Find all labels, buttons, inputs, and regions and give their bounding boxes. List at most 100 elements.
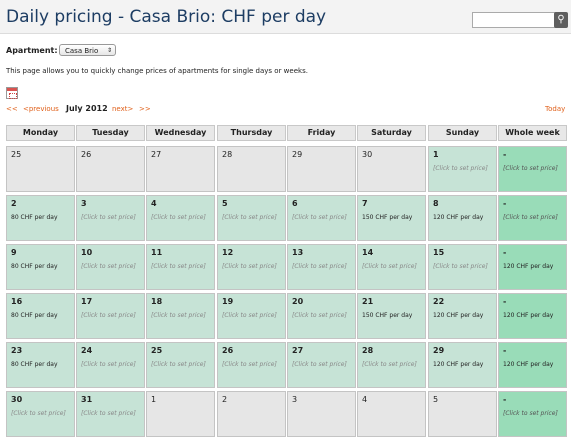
set-price-link[interactable]: [Click to set price] bbox=[151, 312, 206, 319]
set-price-link[interactable]: [Click to set price] bbox=[151, 361, 206, 368]
day-number: 24 bbox=[81, 346, 93, 355]
day-cell[interactable]: 15 [Click to set price] bbox=[428, 244, 497, 290]
header-monday: Monday bbox=[6, 125, 75, 141]
day-cell[interactable]: 28 [Click to set price] bbox=[357, 342, 426, 388]
set-price-link[interactable]: [Click to set price] bbox=[81, 361, 136, 368]
price-value[interactable]: 120 CHF per day bbox=[433, 312, 484, 319]
price-value[interactable]: 150 CHF per day bbox=[362, 312, 413, 319]
price-value[interactable]: 150 CHF per day bbox=[362, 214, 413, 221]
day-number: 31 bbox=[81, 395, 93, 404]
set-price-link[interactable]: [Click to set price] bbox=[151, 214, 206, 221]
day-cell[interactable]: 5 [Click to set price] bbox=[217, 195, 286, 241]
previous-month-link[interactable]: <previous bbox=[23, 105, 59, 113]
search-icon: ⚲ bbox=[557, 14, 565, 25]
day-cell[interactable]: 7 150 CHF per day bbox=[357, 195, 426, 241]
last-month-link[interactable]: >> bbox=[139, 105, 151, 113]
day-cell[interactable]: 26 [Click to set price] bbox=[217, 342, 286, 388]
day-cell[interactable]: 3 [Click to set price] bbox=[76, 195, 145, 241]
header-thursday: Thursday bbox=[217, 125, 286, 141]
day-cell[interactable]: 2 80 CHF per day bbox=[6, 195, 75, 241]
set-price-link[interactable]: [Click to set price] bbox=[292, 312, 347, 319]
day-cell[interactable]: 17 [Click to set price] bbox=[76, 293, 145, 339]
week-cell[interactable]: - 120 CHF per day bbox=[498, 244, 567, 290]
set-price-link[interactable]: [Click to set price] bbox=[222, 214, 277, 221]
day-cell[interactable]: 8 120 CHF per day bbox=[428, 195, 497, 241]
set-price-link[interactable]: [Click to set price] bbox=[433, 165, 488, 172]
set-price-link[interactable]: [Click to set price] bbox=[81, 263, 136, 270]
week-cell[interactable]: - [Click to set price] bbox=[498, 391, 567, 437]
search-input[interactable] bbox=[472, 12, 558, 28]
today-link[interactable]: Today bbox=[545, 105, 566, 113]
week-cell[interactable]: - [Click to set price] bbox=[498, 195, 567, 241]
set-price-link[interactable]: [Click to set price] bbox=[222, 263, 277, 270]
day-cell[interactable]: 25 [Click to set price] bbox=[146, 342, 215, 388]
price-value[interactable]: 80 CHF per day bbox=[11, 214, 58, 221]
day-number: 4 bbox=[362, 395, 368, 404]
day-cell[interactable]: 16 80 CHF per day bbox=[6, 293, 75, 339]
week-cell[interactable]: - 120 CHF per day bbox=[498, 293, 567, 339]
price-value[interactable]: 120 CHF per day bbox=[503, 361, 554, 368]
updown-arrow-icon: ⇕ bbox=[106, 47, 112, 54]
day-cell[interactable]: 22 120 CHF per day bbox=[428, 293, 497, 339]
day-cell[interactable]: 1 [Click to set price] bbox=[428, 146, 497, 192]
day-number: 2 bbox=[222, 395, 228, 404]
set-price-link[interactable]: [Click to set price] bbox=[222, 312, 277, 319]
calendar-icon[interactable] bbox=[6, 87, 18, 99]
day-cell[interactable]: 29 120 CHF per day bbox=[428, 342, 497, 388]
day-cell[interactable]: 14 [Click to set price] bbox=[357, 244, 426, 290]
price-value[interactable]: 80 CHF per day bbox=[11, 361, 58, 368]
day-cell[interactable]: 4 [Click to set price] bbox=[146, 195, 215, 241]
day-cell[interactable]: 24 [Click to set price] bbox=[76, 342, 145, 388]
day-number: 30 bbox=[362, 150, 373, 159]
day-cell[interactable]: 12 [Click to set price] bbox=[217, 244, 286, 290]
day-cell[interactable]: 11 [Click to set price] bbox=[146, 244, 215, 290]
set-price-link[interactable]: [Click to set price] bbox=[292, 214, 347, 221]
apartment-select[interactable]: Casa Brio ⇕ bbox=[59, 44, 116, 56]
day-cell[interactable]: 10 [Click to set price] bbox=[76, 244, 145, 290]
day-number: 30 bbox=[11, 395, 23, 404]
set-price-link[interactable]: [Click to set price] bbox=[11, 410, 66, 417]
set-price-link[interactable]: [Click to set price] bbox=[362, 361, 417, 368]
day-cell[interactable]: 31 [Click to set price] bbox=[76, 391, 145, 437]
day-number: 23 bbox=[11, 346, 23, 355]
day-cell[interactable]: 6 [Click to set price] bbox=[287, 195, 356, 241]
set-price-link[interactable]: [Click to set price] bbox=[81, 312, 136, 319]
day-cell[interactable]: 30 [Click to set price] bbox=[6, 391, 75, 437]
set-price-link[interactable]: [Click to set price] bbox=[503, 165, 558, 172]
price-value[interactable]: 80 CHF per day bbox=[11, 263, 58, 270]
day-cell[interactable]: 9 80 CHF per day bbox=[6, 244, 75, 290]
day-cell[interactable]: 21 150 CHF per day bbox=[357, 293, 426, 339]
day-cell[interactable]: 27 [Click to set price] bbox=[287, 342, 356, 388]
price-value[interactable]: 80 CHF per day bbox=[11, 312, 58, 319]
other-month-day-cell: 28 bbox=[217, 146, 286, 192]
next-month-link[interactable]: next> bbox=[112, 105, 134, 113]
price-value[interactable]: 120 CHF per day bbox=[433, 361, 484, 368]
search-button[interactable]: ⚲ bbox=[554, 12, 568, 28]
set-price-link[interactable]: [Click to set price] bbox=[433, 263, 488, 270]
set-price-link[interactable]: [Click to set price] bbox=[503, 214, 558, 221]
first-month-link[interactable]: << bbox=[6, 105, 18, 113]
set-price-link[interactable]: [Click to set price] bbox=[292, 361, 347, 368]
day-cell[interactable]: 23 80 CHF per day bbox=[6, 342, 75, 388]
set-price-link[interactable]: [Click to set price] bbox=[81, 410, 136, 417]
week-cell[interactable]: - [Click to set price] bbox=[498, 146, 567, 192]
set-price-link[interactable]: [Click to set price] bbox=[81, 214, 136, 221]
price-value[interactable]: 120 CHF per day bbox=[503, 312, 554, 319]
week-label: - bbox=[503, 199, 507, 208]
day-cell[interactable]: 19 [Click to set price] bbox=[217, 293, 286, 339]
set-price-link[interactable]: [Click to set price] bbox=[222, 361, 277, 368]
set-price-link[interactable]: [Click to set price] bbox=[292, 263, 347, 270]
day-number: 17 bbox=[81, 297, 93, 306]
price-value[interactable]: 120 CHF per day bbox=[503, 263, 554, 270]
day-cell[interactable]: 13 [Click to set price] bbox=[287, 244, 356, 290]
day-cell[interactable]: 20 [Click to set price] bbox=[287, 293, 356, 339]
day-number: 21 bbox=[362, 297, 374, 306]
day-cell[interactable]: 18 [Click to set price] bbox=[146, 293, 215, 339]
set-price-link[interactable]: [Click to set price] bbox=[151, 263, 206, 270]
day-number: 2 bbox=[11, 199, 17, 208]
set-price-link[interactable]: [Click to set price] bbox=[362, 263, 417, 270]
week-cell[interactable]: - 120 CHF per day bbox=[498, 342, 567, 388]
price-value[interactable]: 120 CHF per day bbox=[433, 214, 484, 221]
set-price-link[interactable]: [Click to set price] bbox=[503, 410, 558, 417]
day-number: 29 bbox=[292, 150, 303, 159]
